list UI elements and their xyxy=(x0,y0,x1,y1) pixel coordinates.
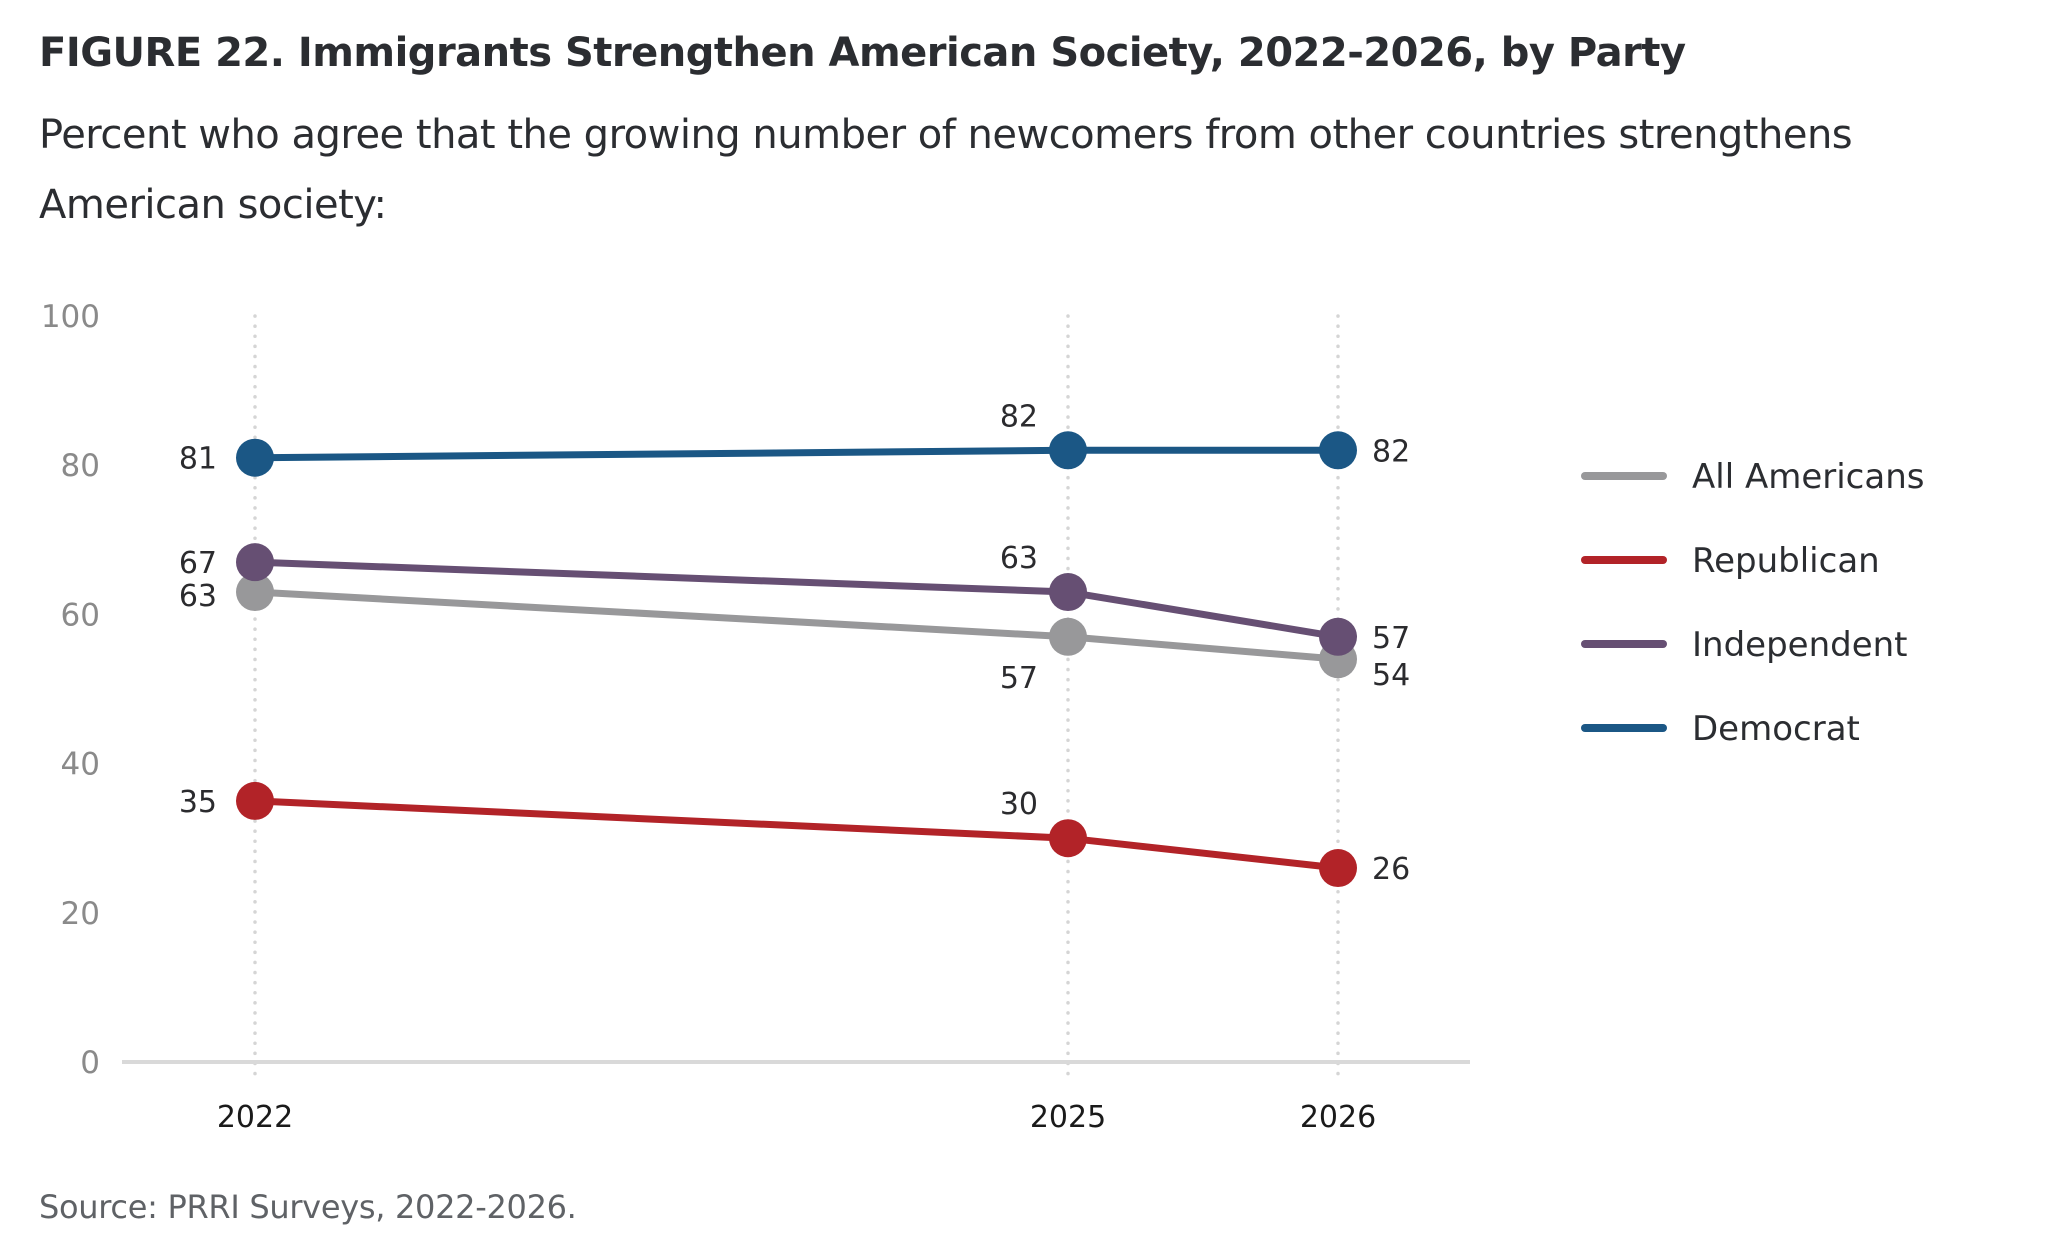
data-label-independent-2026: 57 xyxy=(1372,621,1410,656)
y-tick-label: 80 xyxy=(61,448,100,484)
data-label-all-americans-2022: 63 xyxy=(179,579,217,614)
legend-label-democrat: Democrat xyxy=(1692,709,1860,749)
data-label-all-americans-2025: 57 xyxy=(1000,661,1038,696)
y-tick-label: 100 xyxy=(41,299,100,335)
chart-subtitle: Percent who agree that the growing numbe… xyxy=(39,112,1853,228)
data-point-all-americans-2025 xyxy=(1049,617,1087,656)
x-tick-label: 2026 xyxy=(1300,1100,1376,1135)
data-point-democrat-2022 xyxy=(236,438,274,477)
legend-label-republican: Republican xyxy=(1692,541,1880,581)
y-tick-label: 60 xyxy=(61,597,100,633)
data-point-republican-2022 xyxy=(236,781,274,820)
data-point-republican-2025 xyxy=(1049,819,1087,858)
x-tick-label: 2022 xyxy=(217,1100,293,1135)
data-label-independent-2022: 67 xyxy=(179,546,217,581)
x-tick-label: 2025 xyxy=(1030,1100,1106,1135)
series-points xyxy=(236,431,1357,888)
data-label-democrat-2025: 82 xyxy=(1000,399,1038,434)
legend-item-independent: Independent xyxy=(1581,625,1908,665)
y-tick-label: 40 xyxy=(61,747,100,783)
series-line-all-americans xyxy=(251,588,1342,663)
gridlines xyxy=(253,314,1340,1078)
data-label-democrat-2026: 82 xyxy=(1372,434,1410,469)
data-label-republican-2026: 26 xyxy=(1372,852,1410,887)
series-lines xyxy=(251,446,1342,872)
legend-label-independent: Independent xyxy=(1692,625,1908,665)
series-line-republican xyxy=(251,797,1342,872)
legend-label-all-americans: All Americans xyxy=(1692,457,1924,497)
data-label-democrat-2022: 81 xyxy=(179,442,217,477)
data-label-all-americans-2026: 54 xyxy=(1372,658,1410,693)
data-point-all-americans-2022 xyxy=(236,573,274,612)
data-label-independent-2025: 63 xyxy=(1000,541,1038,576)
axes: 0 20 40 60 80 100 2022 2025 2026 xyxy=(41,299,1470,1135)
data-label-republican-2025: 30 xyxy=(1000,787,1038,822)
data-point-independent-2022 xyxy=(236,543,274,582)
y-tick-label: 20 xyxy=(61,896,100,932)
data-point-democrat-2026 xyxy=(1319,431,1357,470)
legend-item-democrat: Democrat xyxy=(1581,709,1860,749)
legend-item-republican: Republican xyxy=(1581,541,1880,581)
data-point-democrat-2025 xyxy=(1049,431,1087,470)
data-label-republican-2022: 35 xyxy=(179,785,217,820)
chart-title: FIGURE 22. Immigrants Strengthen America… xyxy=(39,30,1686,76)
series-line-democrat xyxy=(251,446,1342,462)
data-point-republican-2026 xyxy=(1319,849,1357,888)
legend-item-all-americans: All Americans xyxy=(1581,457,1924,497)
data-point-independent-2025 xyxy=(1049,573,1087,612)
legend: All Americans Republican Independent Democr… xyxy=(1581,457,1924,749)
source-note: Source: PRRI Surveys, 2022-2026. xyxy=(39,1188,577,1226)
data-point-independent-2026 xyxy=(1319,617,1357,656)
y-tick-label: 0 xyxy=(80,1045,100,1081)
